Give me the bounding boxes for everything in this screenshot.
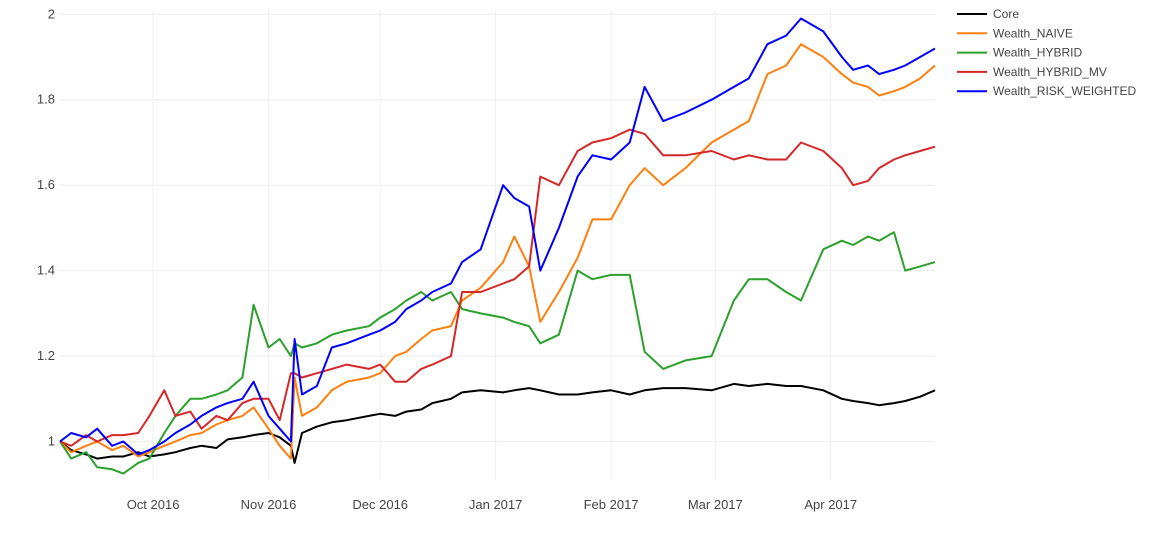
series-line[interactable]	[59, 128, 936, 447]
series-wealth-naive[interactable]	[59, 43, 936, 460]
y-tick-label: 1.2	[37, 348, 55, 363]
y-tick-label: 2	[48, 6, 55, 21]
x-tick-label: Dec 2016	[352, 497, 408, 512]
x-axis: Oct 2016 Nov 2016 Dec 2016 Jan 2017 Feb 2017…	[127, 497, 857, 512]
series-line[interactable]	[59, 382, 936, 464]
series-wealth-hybrid[interactable]	[59, 231, 936, 475]
legend-label: Wealth_RISK_WEIGHTED	[993, 84, 1136, 98]
x-tick-label: Nov 2016	[241, 497, 297, 512]
legend-label: Wealth_HYBRID_MV	[993, 65, 1107, 79]
y-tick-label: 1.8	[37, 92, 55, 107]
legend-label: Core	[993, 7, 1019, 21]
series-line[interactable]	[59, 231, 936, 475]
legend-label: Wealth_NAIVE	[993, 26, 1073, 40]
series-line[interactable]	[59, 43, 936, 460]
series-wealth-risk-weighted[interactable]	[59, 17, 936, 456]
grid	[60, 10, 935, 480]
series-wealth-hybrid-mv[interactable]	[59, 128, 936, 447]
x-tick-label: Mar 2017	[688, 497, 743, 512]
x-tick-label: Oct 2016	[127, 497, 180, 512]
series-line[interactable]	[59, 17, 936, 456]
x-tick-label: Feb 2017	[584, 497, 639, 512]
legend-item[interactable]: Wealth_NAIVE	[957, 26, 1073, 40]
y-tick-label: 1	[48, 434, 55, 449]
legend-item[interactable]: Core	[957, 7, 1019, 21]
legend-label: Wealth_HYBRID	[993, 46, 1082, 60]
legend-item[interactable]: Wealth_RISK_WEIGHTED	[957, 84, 1136, 98]
x-tick-label: Jan 2017	[469, 497, 523, 512]
legend[interactable]: Core Wealth_NAIVE Wealth_HYBRID Wealth_HYBR…	[957, 7, 1136, 98]
y-axis: 1 1.2 1.4 1.6 1.8 2	[37, 6, 55, 448]
legend-item[interactable]: Wealth_HYBRID_MV	[957, 65, 1107, 79]
series-lines	[59, 17, 936, 475]
x-tick-label: Apr 2017	[804, 497, 857, 512]
y-tick-label: 1.6	[37, 177, 55, 192]
series-core[interactable]	[59, 382, 936, 464]
legend-item[interactable]: Wealth_HYBRID	[957, 46, 1082, 60]
y-tick-label: 1.4	[37, 263, 55, 278]
